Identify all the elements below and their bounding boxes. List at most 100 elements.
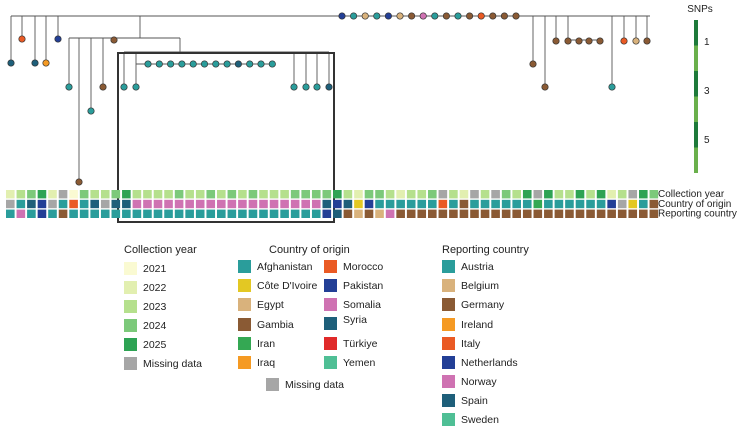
tree-node [373,12,381,20]
tree-node [338,12,346,20]
track-cell [586,209,595,218]
track-cell [79,199,89,209]
snp-scale-segment [694,147,698,173]
track-cell [217,199,226,209]
track-cell [100,209,110,218]
tree-node [212,60,220,68]
tree-node [608,83,616,91]
track-cell [449,199,458,209]
track-cell [565,190,574,199]
track-cell [259,190,268,199]
tree-node [178,60,186,68]
highlight-box [117,52,335,223]
track-cell [354,190,363,199]
track-cell [311,190,321,199]
track-cell [607,209,616,218]
snp-scale-segment [694,96,698,122]
track-cell [37,199,47,209]
track-cell [375,209,384,218]
track-cell [69,190,78,199]
track-cell [449,190,458,199]
tree-node [643,37,651,45]
track-cell [90,209,99,218]
snp-scale-tick: 3 [704,86,710,97]
track-cell [322,190,332,199]
track-cell [311,199,321,209]
tree-node [200,60,209,68]
tree-node [396,12,404,20]
track-cell [470,190,479,199]
tree-node [54,35,62,43]
track-cell [143,190,152,199]
tree-node [246,60,254,68]
track-cell [522,190,532,199]
track-cell [343,209,353,218]
tree-node [268,60,276,68]
track-label: Country of origin [658,199,731,210]
track-cell [596,190,606,199]
track-cell [164,199,173,209]
track-cell [100,190,110,199]
tree-node [325,83,333,91]
track-cell [396,199,405,209]
track-cell [385,190,395,199]
track-cell [27,190,36,199]
tree-node [384,12,392,20]
snp-scale-title: SNPs [687,4,713,15]
track-cell [248,190,258,199]
track-cell [617,209,627,218]
tree-node [454,12,462,20]
track-cell [554,209,564,218]
tree-node [541,83,549,91]
tree-node [42,59,50,67]
track-cell [153,209,163,218]
track-cell [565,199,574,209]
track-cell [58,190,68,199]
track-cell [58,209,68,218]
track-cell [248,199,258,209]
track-cell [649,190,659,199]
tree-node [620,37,628,45]
tree-node [431,12,439,20]
track-cell [491,209,500,218]
track-cell [90,190,99,199]
tree-node [350,12,358,20]
track-cell [333,209,342,218]
track-cell [491,190,500,199]
track-cell [238,209,247,218]
track-cell [364,190,374,199]
track-cell [195,190,205,199]
track-cell [248,209,258,218]
tree-node [529,60,537,68]
track-cell [16,209,26,218]
track-cell [301,199,310,209]
track-cell [100,199,110,209]
track-cell [406,199,416,209]
track-cell [586,190,595,199]
track-cell [354,199,363,209]
track-cell [480,199,490,209]
track-cell [48,190,57,199]
track-cell [185,209,194,218]
track-cell [343,190,353,199]
tree-node [564,37,572,45]
track-cell [27,199,36,209]
tree-node [585,37,593,45]
tree-node [361,12,369,20]
track-cell [428,190,437,199]
tree-node [99,83,107,91]
snp-scale-segment [694,45,698,71]
track-cell [459,190,469,199]
track-cell [132,209,142,218]
track-cell [227,209,237,218]
track-cell [522,199,532,209]
track-cell [428,199,437,209]
track-cell [364,209,374,218]
track-cell [259,209,268,218]
tree-node [7,59,15,67]
track-cell [111,209,121,218]
track-cell [185,190,194,199]
track-cell [639,199,648,209]
tree-node [65,83,73,91]
